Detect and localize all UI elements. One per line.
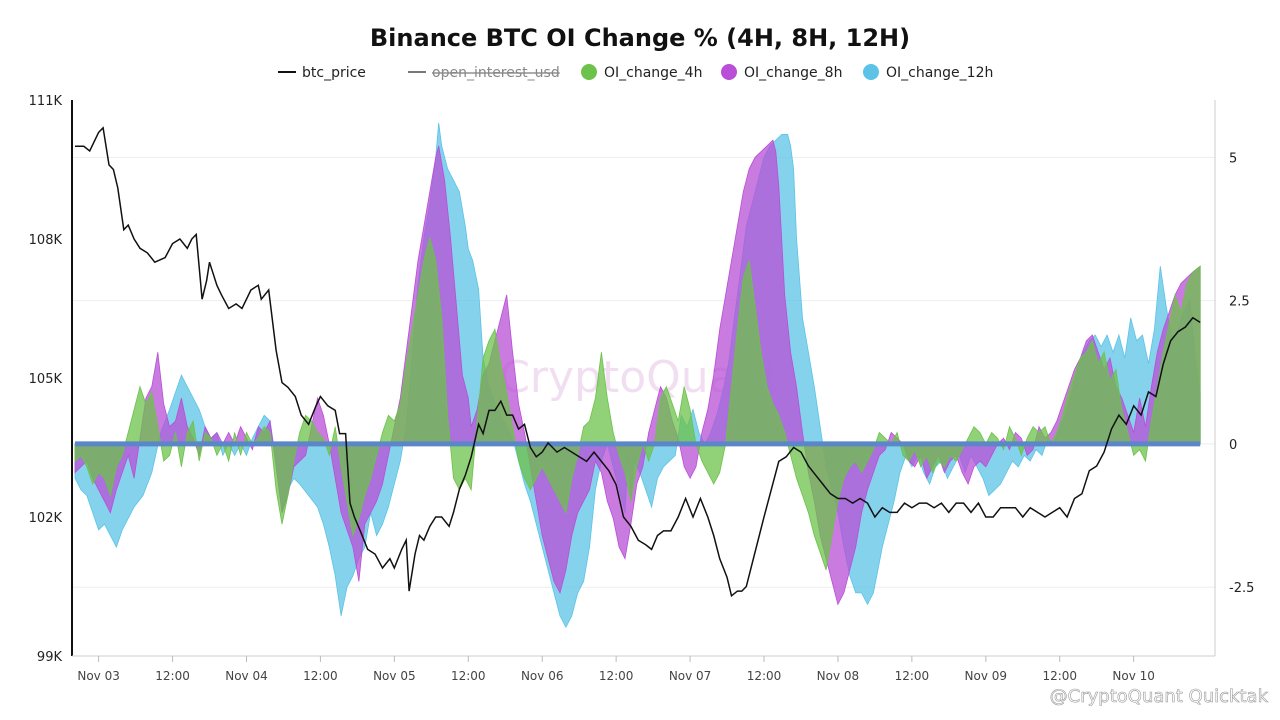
legend-swatch [581, 64, 597, 80]
legend-swatch [721, 64, 737, 80]
left-tick-label: 111K [29, 94, 63, 109]
right-tick-label: 5 [1229, 151, 1237, 166]
right-tick-label: -2.5 [1229, 581, 1254, 596]
x-tick-label: Nov 04 [225, 669, 268, 683]
x-tick-label: Nov 05 [373, 669, 416, 683]
legend-label: btc_price [302, 65, 366, 81]
left-tick-label: 102K [29, 511, 63, 526]
legend-label: OI_change_4h [604, 65, 702, 81]
legend-swatch [863, 64, 879, 80]
legend-label: OI_change_8h [744, 65, 842, 81]
x-tick-label: 12:00 [1042, 669, 1077, 683]
x-tick-label: Nov 10 [1112, 669, 1155, 683]
x-tick-label: Nov 03 [77, 669, 120, 683]
left-tick-label: 105K [29, 372, 63, 387]
axes: 99K 102K 105K 108K 111K -2.5 0 2.5 5 Nov 03 12:00 N… [29, 94, 1255, 683]
x-tick-label: 12:00 [451, 669, 486, 683]
legend-label: OI_change_12h [886, 65, 993, 81]
credit-text: @CryptoQuant Quicktak [1050, 686, 1269, 707]
legend-label: open_interest_usd [432, 65, 560, 81]
x-tick-label: 12:00 [599, 669, 634, 683]
line-btc-price [75, 126, 1201, 598]
x-tick-label: Nov 06 [521, 669, 564, 683]
legend-item-OI-change-4h[interactable]: OI_change_4h [581, 64, 702, 81]
x-tick-label: Nov 08 [817, 669, 860, 683]
plot-area [74, 122, 1201, 629]
legend-item-OI-change-8h[interactable]: OI_change_8h [721, 64, 842, 81]
x-tick-label: Nov 07 [669, 669, 712, 683]
x-tick-label: Nov 09 [965, 669, 1008, 683]
chart-title: Binance BTC OI Change % (4H, 8H, 12H) [370, 24, 910, 52]
left-tick-label: 108K [29, 233, 63, 248]
legend-item-btc-price[interactable]: btc_price [278, 65, 366, 81]
left-tick-label: 99K [37, 650, 63, 665]
area-OI-change-4h [74, 237, 1201, 571]
legend: btc_price open_interest_usd OI_change_4h OI… [278, 64, 993, 81]
x-tick-label: 12:00 [155, 669, 190, 683]
x-tick-label: 12:00 [303, 669, 338, 683]
legend-item-open-interest-usd[interactable]: open_interest_usd [408, 65, 560, 81]
x-tick-label: 12:00 [895, 669, 930, 683]
right-tick-label: 2.5 [1229, 295, 1250, 310]
legend-item-OI-change-12h[interactable]: OI_change_12h [863, 64, 993, 81]
right-tick-label: 0 [1229, 438, 1237, 453]
x-tick-label: 12:00 [747, 669, 782, 683]
